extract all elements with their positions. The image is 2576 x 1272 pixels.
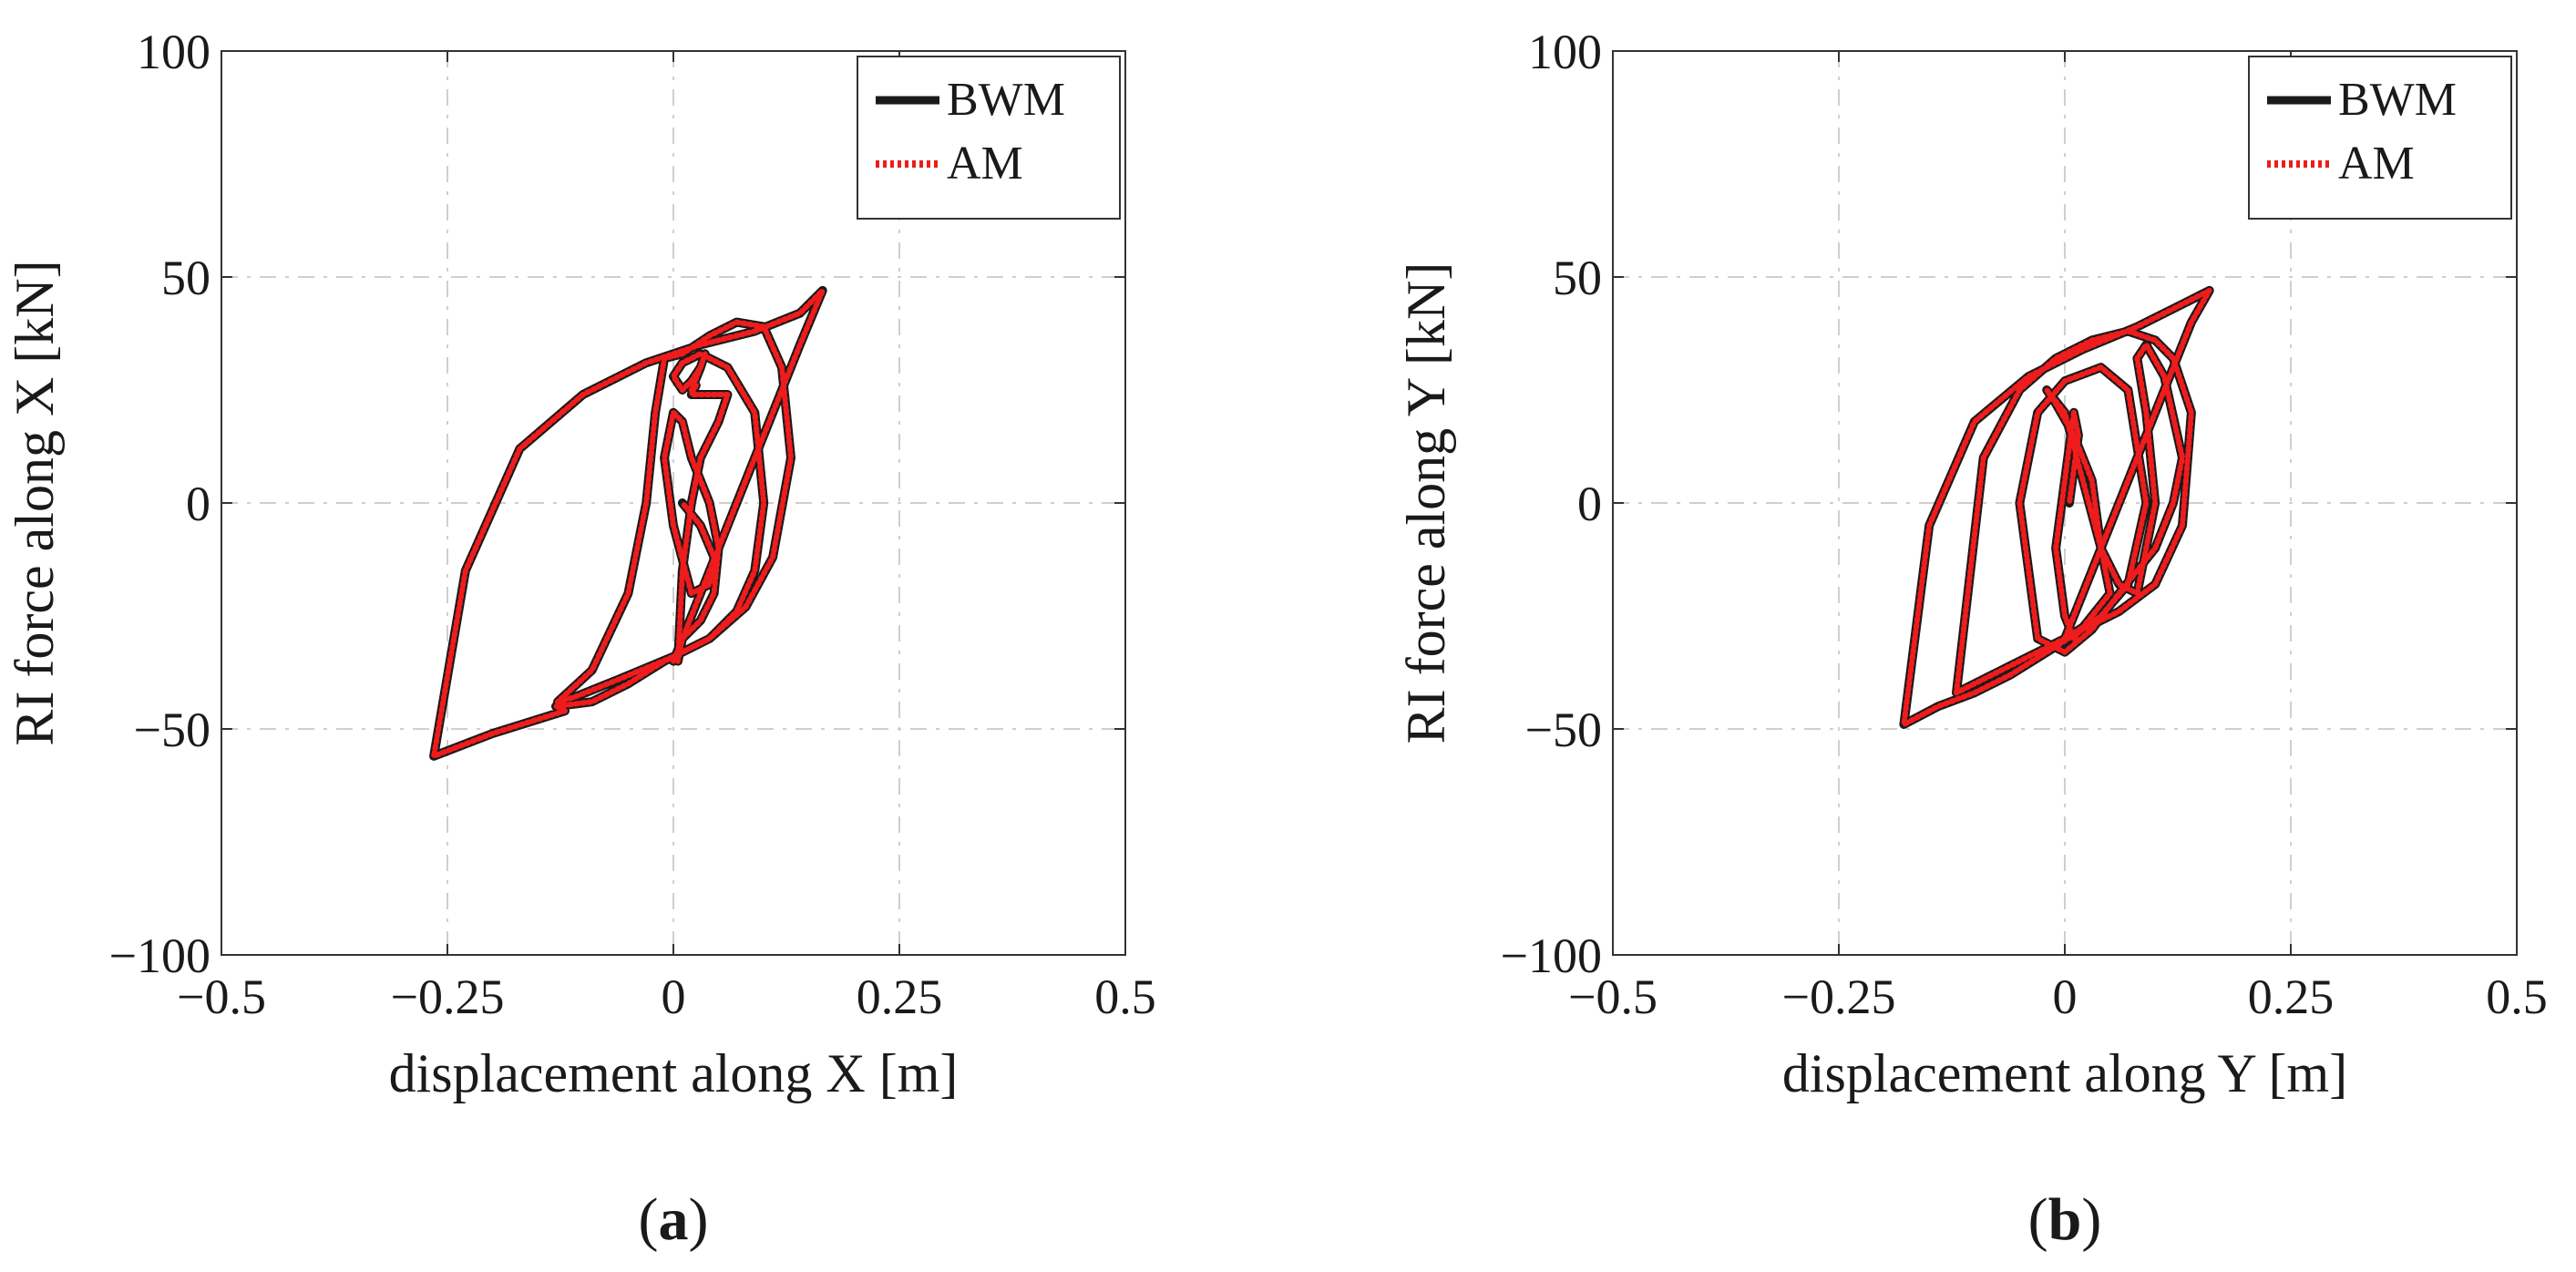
legend: BWM AM bbox=[2248, 56, 2512, 220]
x-tick-label: −0.5 bbox=[177, 969, 266, 1024]
series-group bbox=[429, 285, 827, 761]
grid bbox=[221, 51, 1125, 955]
x-tick-label: 0.25 bbox=[857, 969, 943, 1024]
y-tick-label: 50 bbox=[1553, 251, 1602, 305]
series-line-am bbox=[431, 287, 826, 759]
x-tick-label: 0 bbox=[662, 969, 686, 1024]
panel-label: (b) bbox=[2028, 1186, 2102, 1253]
y-axis-label: RI force along Y [kN] bbox=[1396, 262, 1456, 744]
series-group bbox=[1899, 285, 2214, 729]
y-tick-label: 100 bbox=[137, 25, 210, 79]
y-axis-label: RI force along X [kN] bbox=[5, 260, 65, 745]
y-tick-label: −50 bbox=[1525, 703, 1602, 757]
legend: BWM AM bbox=[857, 56, 1121, 220]
x-tick-label: 0.5 bbox=[2486, 969, 2548, 1024]
ticks: −0.5 −0.25 0 0.25 0.5 −100 −50 0 50 100 bbox=[109, 25, 1156, 1024]
legend-box bbox=[2248, 56, 2512, 220]
x-tick-label: 0 bbox=[2053, 969, 2078, 1024]
panel-label: (a) bbox=[639, 1186, 709, 1253]
x-tick-label: 0.5 bbox=[1094, 969, 1156, 1024]
x-tick-label: −0.5 bbox=[1568, 969, 1657, 1024]
legend-label-am: AM bbox=[947, 138, 1023, 190]
y-tick-label: −50 bbox=[134, 703, 210, 757]
legend-label-bwm: BWM bbox=[947, 74, 1065, 126]
x-axis-label: displacement along X [m] bbox=[389, 1043, 959, 1103]
legend-label-bwm: BWM bbox=[2338, 74, 2457, 126]
legend-label-am: AM bbox=[2338, 138, 2415, 190]
x-axis-label: displacement along Y [m] bbox=[1782, 1043, 2347, 1103]
x-tick-label: 0.25 bbox=[2248, 969, 2335, 1024]
panel-b: −0.5 −0.25 0 0.25 0.5 −100 −50 0 50 100 displaceme… bbox=[1396, 25, 2548, 1253]
y-tick-label: −100 bbox=[1501, 928, 1602, 983]
x-tick-label: −0.25 bbox=[391, 969, 505, 1024]
y-tick-label: 50 bbox=[161, 251, 210, 305]
x-tick-label: −0.25 bbox=[1782, 969, 1896, 1024]
panel-a: −0.5 −0.25 0 0.25 0.5 −100 −50 0 50 100 displaceme… bbox=[5, 25, 1156, 1253]
y-tick-label: 0 bbox=[186, 477, 210, 531]
ticks: −0.5 −0.25 0 0.25 0.5 −100 −50 0 50 100 bbox=[1501, 25, 2548, 1024]
y-tick-label: 0 bbox=[1577, 477, 1602, 531]
y-tick-label: 100 bbox=[1528, 25, 1602, 79]
legend-box bbox=[857, 56, 1121, 220]
grid bbox=[1613, 51, 2517, 955]
y-tick-label: −100 bbox=[109, 928, 210, 983]
series-line-am bbox=[1901, 287, 2212, 727]
